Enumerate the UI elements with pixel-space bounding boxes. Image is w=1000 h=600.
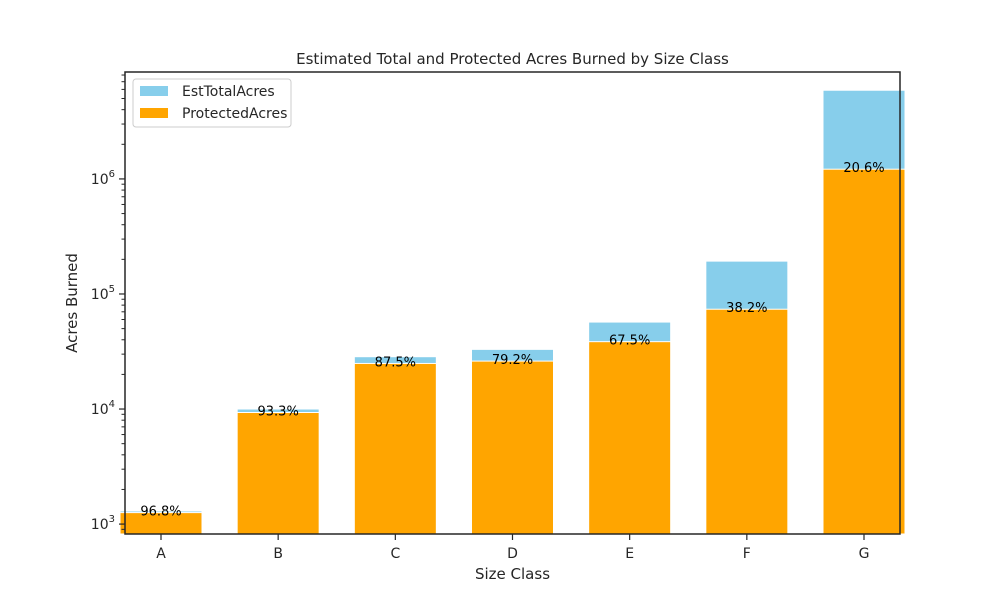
bar-protected-b bbox=[236, 411, 320, 535]
legend-label-protected: ProtectedAcres bbox=[182, 106, 287, 122]
data-labels-layer: 96.8% 93.3% 87.5% 79.2% 67.5% 38.2% 20.6% bbox=[140, 161, 884, 519]
plot-frame bbox=[124, 71, 901, 535]
legend-box bbox=[132, 78, 292, 128]
chart-title: Estimated Total and Protected Acres Burn… bbox=[296, 50, 729, 68]
bar-protected-d bbox=[471, 360, 554, 535]
data-label-b: 93.3% bbox=[258, 404, 299, 419]
data-label-d: 79.2% bbox=[492, 353, 533, 368]
bar-protected-e bbox=[588, 341, 672, 535]
x-tick-label-b: B bbox=[273, 546, 283, 562]
x-tick-label-a: A bbox=[156, 546, 166, 562]
y-tick-label: 105 bbox=[91, 284, 115, 303]
bar-protected-c bbox=[353, 362, 437, 535]
legend: EstTotalAcres ProtectedAcres bbox=[132, 78, 292, 128]
data-label-c: 87.5% bbox=[375, 355, 416, 370]
x-tick-label-g: G bbox=[859, 546, 870, 562]
legend-label-est-total: EstTotalAcres bbox=[182, 84, 275, 100]
x-axis-label: Size Class bbox=[475, 565, 550, 583]
data-label-a: 96.8% bbox=[140, 505, 181, 520]
x-tick-label-d: D bbox=[507, 546, 518, 562]
y-axis: 103 104 105 106 bbox=[91, 74, 125, 533]
y-tick-label: 103 bbox=[91, 514, 115, 533]
bars-layer bbox=[119, 89, 906, 535]
data-label-f: 38.2% bbox=[726, 301, 767, 316]
bar-protected-g bbox=[822, 168, 906, 535]
x-axis: A B C D E F G bbox=[156, 534, 869, 562]
x-tick-label-e: E bbox=[625, 546, 634, 562]
y-tick-label: 104 bbox=[91, 399, 115, 418]
x-tick-label-f: F bbox=[743, 546, 751, 562]
y-tick-label: 106 bbox=[91, 169, 115, 188]
data-label-g: 20.6% bbox=[843, 161, 884, 176]
x-tick-label-c: C bbox=[390, 546, 400, 562]
data-label-e: 67.5% bbox=[609, 334, 650, 349]
legend-swatch-est-total bbox=[140, 86, 168, 96]
legend-swatch-protected bbox=[140, 108, 168, 118]
y-axis-label: Acres Burned bbox=[63, 253, 81, 353]
bar-protected-f bbox=[705, 308, 789, 535]
